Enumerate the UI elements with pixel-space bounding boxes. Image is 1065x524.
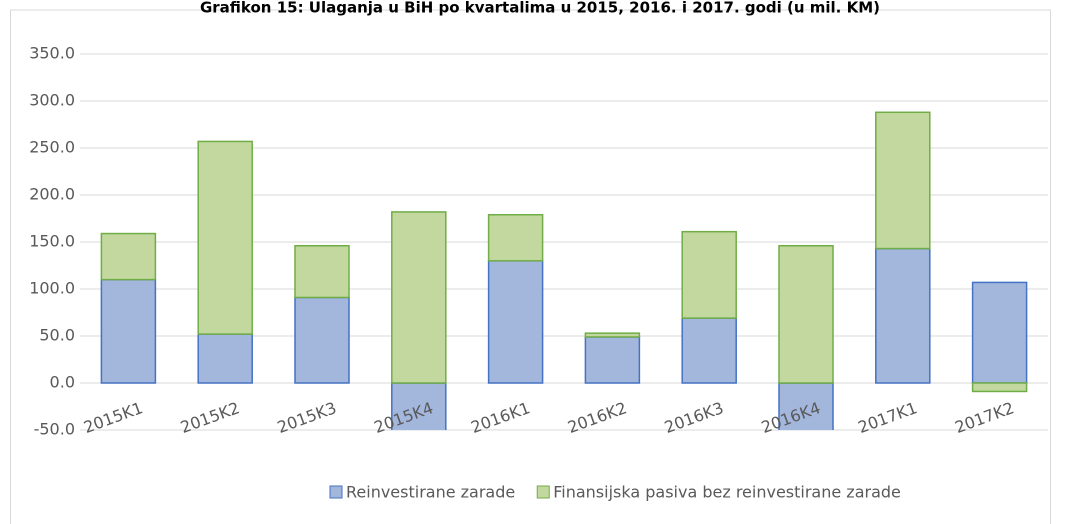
y-tick-label: 200.0 — [29, 185, 75, 204]
chart-title: Grafikon 15: Ulaganja u BiH po kvartalim… — [200, 0, 880, 17]
bar — [294, 245, 350, 299]
bar — [584, 336, 641, 384]
bar — [294, 296, 350, 384]
y-tick-label: 350.0 — [29, 44, 75, 63]
bar — [197, 140, 253, 335]
legend-swatch — [536, 485, 550, 499]
bar — [875, 111, 931, 250]
bar — [971, 281, 1028, 384]
x-tick-label: 2015K2 — [178, 398, 242, 437]
bar — [584, 332, 641, 338]
x-tick-label: 2016K2 — [565, 398, 629, 437]
bar — [681, 317, 737, 384]
y-tick-label: 100.0 — [29, 279, 75, 298]
y-tick-label: 300.0 — [29, 91, 75, 110]
legend-label: Finansijska pasiva bez reinvestirane zar… — [553, 483, 901, 502]
x-tick-label: 2015K3 — [275, 398, 339, 437]
bar — [197, 333, 253, 384]
x-tick-label: 2017K2 — [952, 398, 1016, 437]
x-tick-label: 2016K1 — [468, 398, 532, 437]
bar — [487, 213, 544, 262]
y-tick-label: -50.0 — [34, 420, 75, 439]
bar — [487, 260, 544, 384]
bar — [875, 247, 931, 384]
x-tick-label: 2016K3 — [662, 398, 726, 437]
bar — [681, 230, 737, 319]
x-tick-label: 2015K1 — [81, 398, 145, 437]
chart-border — [10, 9, 1051, 524]
y-tick-label: 150.0 — [29, 232, 75, 251]
y-tick-label: 0.0 — [50, 373, 75, 392]
y-tick-label: 250.0 — [29, 138, 75, 157]
y-tick-label: 50.0 — [39, 326, 75, 345]
bar — [100, 278, 157, 384]
x-tick-label: 2017K1 — [856, 398, 920, 437]
legend-swatch — [329, 485, 343, 499]
bar — [391, 211, 447, 384]
legend-label: Reinvestirane zarade — [346, 483, 515, 502]
bar — [778, 245, 834, 384]
bar — [778, 382, 834, 430]
bar — [971, 382, 1028, 393]
bar — [100, 232, 157, 281]
